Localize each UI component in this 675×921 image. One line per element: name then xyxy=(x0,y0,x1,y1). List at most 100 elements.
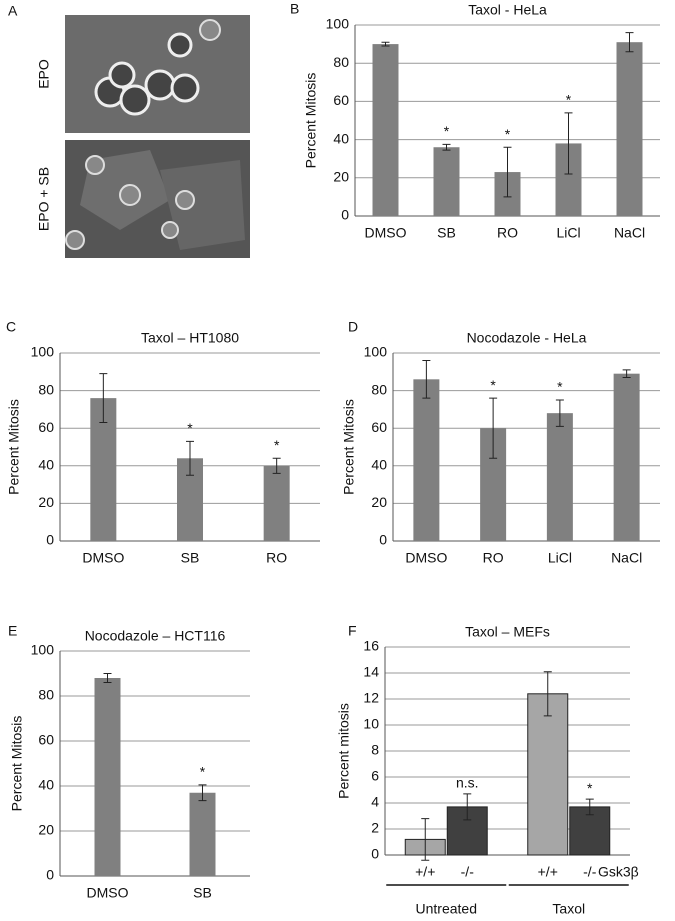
micrograph xyxy=(65,140,250,258)
x-tick-label: DMSO xyxy=(365,225,407,241)
significance-label: * xyxy=(490,377,496,393)
error-bar xyxy=(186,440,194,476)
bar xyxy=(94,678,121,876)
micrograph xyxy=(65,15,250,133)
y-tick-label: 100 xyxy=(326,16,350,32)
x-tick-label: NaCl xyxy=(614,225,645,241)
y-tick-label: 60 xyxy=(371,419,387,435)
x-tick-label: NaCl xyxy=(611,550,642,566)
chart-title: Nocodazole – HCT116 xyxy=(85,628,226,644)
y-tick-label: 20 xyxy=(371,494,387,510)
row-label: EPO xyxy=(36,59,52,89)
error-bar xyxy=(622,369,631,378)
y-tick-label: 80 xyxy=(333,54,349,70)
panel-label: D xyxy=(348,319,358,335)
error-bar xyxy=(272,457,281,474)
chart-title: Taxol - HeLa xyxy=(468,2,547,18)
panel-label: A xyxy=(8,3,18,19)
bar xyxy=(546,413,573,541)
chart-title: Taxol – MEFs xyxy=(465,624,550,640)
significance-label: * xyxy=(557,379,563,395)
error-bar xyxy=(564,112,573,175)
y-tick-label: 60 xyxy=(333,92,349,108)
significance-label: * xyxy=(274,437,280,453)
error-bar xyxy=(99,373,108,424)
x-tick-label: DMSO xyxy=(82,550,124,566)
series-label: +/+ xyxy=(538,864,558,880)
y-axis-label: Percent Mitosis xyxy=(303,73,319,169)
y-tick-label: 60 xyxy=(38,419,54,435)
error-bar xyxy=(503,146,512,198)
error-bar xyxy=(625,32,634,53)
bar xyxy=(413,379,440,541)
error-bar xyxy=(555,399,564,427)
error-bar xyxy=(585,798,594,816)
significance-label: * xyxy=(200,764,206,780)
y-axis-label: Percent Mitosis xyxy=(6,399,22,495)
y-tick-label: 40 xyxy=(38,457,54,473)
error-bar xyxy=(198,784,207,802)
significance-label: * xyxy=(587,780,593,796)
y-tick-label: 20 xyxy=(38,822,54,838)
y-tick-label: 100 xyxy=(31,344,55,360)
panel-label: C xyxy=(6,319,16,335)
x-tick-label: SB xyxy=(181,550,200,566)
y-tick-label: 0 xyxy=(341,207,349,223)
chart-title: Taxol – HT1080 xyxy=(141,330,239,346)
x-tick-label: Taxol xyxy=(552,901,585,917)
y-tick-label: 100 xyxy=(364,344,388,360)
error-bar xyxy=(421,818,430,861)
x-tick-label: RO xyxy=(266,550,287,566)
significance-label: * xyxy=(444,123,450,139)
y-tick-label: 0 xyxy=(46,867,54,883)
significance-label: * xyxy=(505,126,511,142)
y-tick-label: 12 xyxy=(363,690,379,706)
bar xyxy=(433,147,460,216)
error-bar xyxy=(103,673,112,683)
error-bar xyxy=(381,41,390,47)
y-tick-label: 80 xyxy=(38,381,54,397)
x-tick-label: SB xyxy=(437,225,456,241)
series-label-title: Gsk3β xyxy=(598,864,639,880)
y-tick-label: 20 xyxy=(333,169,349,185)
panel-label: B xyxy=(290,1,299,17)
y-tick-label: 40 xyxy=(371,457,387,473)
y-tick-label: 14 xyxy=(363,664,379,680)
error-bar xyxy=(442,143,451,151)
x-tick-label: LiCl xyxy=(556,225,580,241)
y-tick-label: 80 xyxy=(38,687,54,703)
x-tick-label: RO xyxy=(483,550,504,566)
y-tick-label: 4 xyxy=(371,794,379,810)
error-bar xyxy=(422,360,431,399)
y-axis-label: Percent Mitosis xyxy=(9,716,25,812)
row-label: EPO + SB xyxy=(36,167,52,231)
series-label: +/+ xyxy=(415,864,435,880)
bar xyxy=(263,465,290,541)
significance-label: * xyxy=(566,92,572,108)
panel-label: F xyxy=(348,623,357,639)
series-label: -/- xyxy=(583,864,597,880)
y-tick-label: 10 xyxy=(363,716,379,732)
y-tick-label: 6 xyxy=(371,768,379,784)
bar xyxy=(189,792,216,876)
series-label: -/- xyxy=(461,864,475,880)
y-tick-label: 40 xyxy=(333,130,349,146)
x-tick-label: RO xyxy=(497,225,518,241)
error-bar xyxy=(543,671,552,717)
y-tick-label: 40 xyxy=(38,777,54,793)
y-axis-label: Percent mitosis xyxy=(336,703,352,799)
y-tick-label: 0 xyxy=(371,846,379,862)
error-bar xyxy=(463,793,472,821)
y-tick-label: 100 xyxy=(31,642,55,658)
bar xyxy=(372,44,399,216)
y-axis-label: Percent Mitosis xyxy=(341,399,357,495)
bar xyxy=(613,373,640,541)
y-tick-label: 60 xyxy=(38,732,54,748)
x-tick-label: DMSO xyxy=(405,550,447,566)
chart-title: Nocodazole - HeLa xyxy=(467,330,587,346)
y-tick-label: 20 xyxy=(38,494,54,510)
x-tick-label: Untreated xyxy=(416,901,477,917)
x-tick-label: DMSO xyxy=(87,885,129,901)
y-tick-label: 16 xyxy=(363,638,379,654)
